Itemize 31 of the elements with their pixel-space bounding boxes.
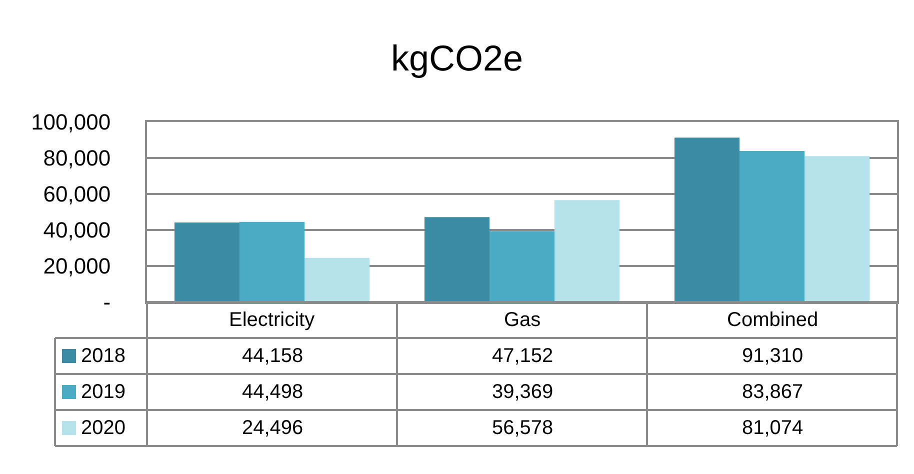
x-tick-label: Combined: [727, 309, 818, 331]
data-label: 24,496: [242, 417, 304, 439]
bar: [490, 231, 554, 302]
y-tick-label: 40,000: [43, 218, 111, 243]
data-label: 39,369: [492, 381, 554, 403]
bar: [174, 222, 240, 302]
data-label: 81,074: [742, 417, 804, 439]
bar: [424, 217, 490, 302]
legend-label: 2020: [81, 417, 126, 439]
y-tick-label: 80,000: [43, 146, 111, 171]
data-label: 91,310: [742, 345, 804, 367]
x-tick-label: Gas: [504, 309, 541, 331]
x-tick-label: Electricity: [229, 309, 315, 331]
legend-label: 2018: [81, 345, 126, 367]
data-label: 56,578: [492, 417, 554, 439]
chart-title: kgCO2e: [390, 38, 524, 79]
data-label: 44,498: [242, 381, 304, 403]
y-tick-label: 20,000: [43, 254, 111, 279]
y-tick-label: 100,000: [31, 110, 111, 135]
bar: [304, 258, 370, 302]
bar: [554, 200, 620, 302]
bar: [740, 151, 804, 302]
data-label: 83,867: [742, 381, 804, 403]
data-label: 44,158: [242, 345, 304, 367]
y-tick-label: -: [103, 290, 111, 315]
y-tick-label: 60,000: [43, 182, 111, 207]
bar: [804, 156, 870, 302]
data-label: 47,152: [492, 345, 554, 367]
bar: [674, 138, 740, 302]
bar: [240, 222, 304, 302]
legend-label: 2019: [81, 381, 126, 403]
